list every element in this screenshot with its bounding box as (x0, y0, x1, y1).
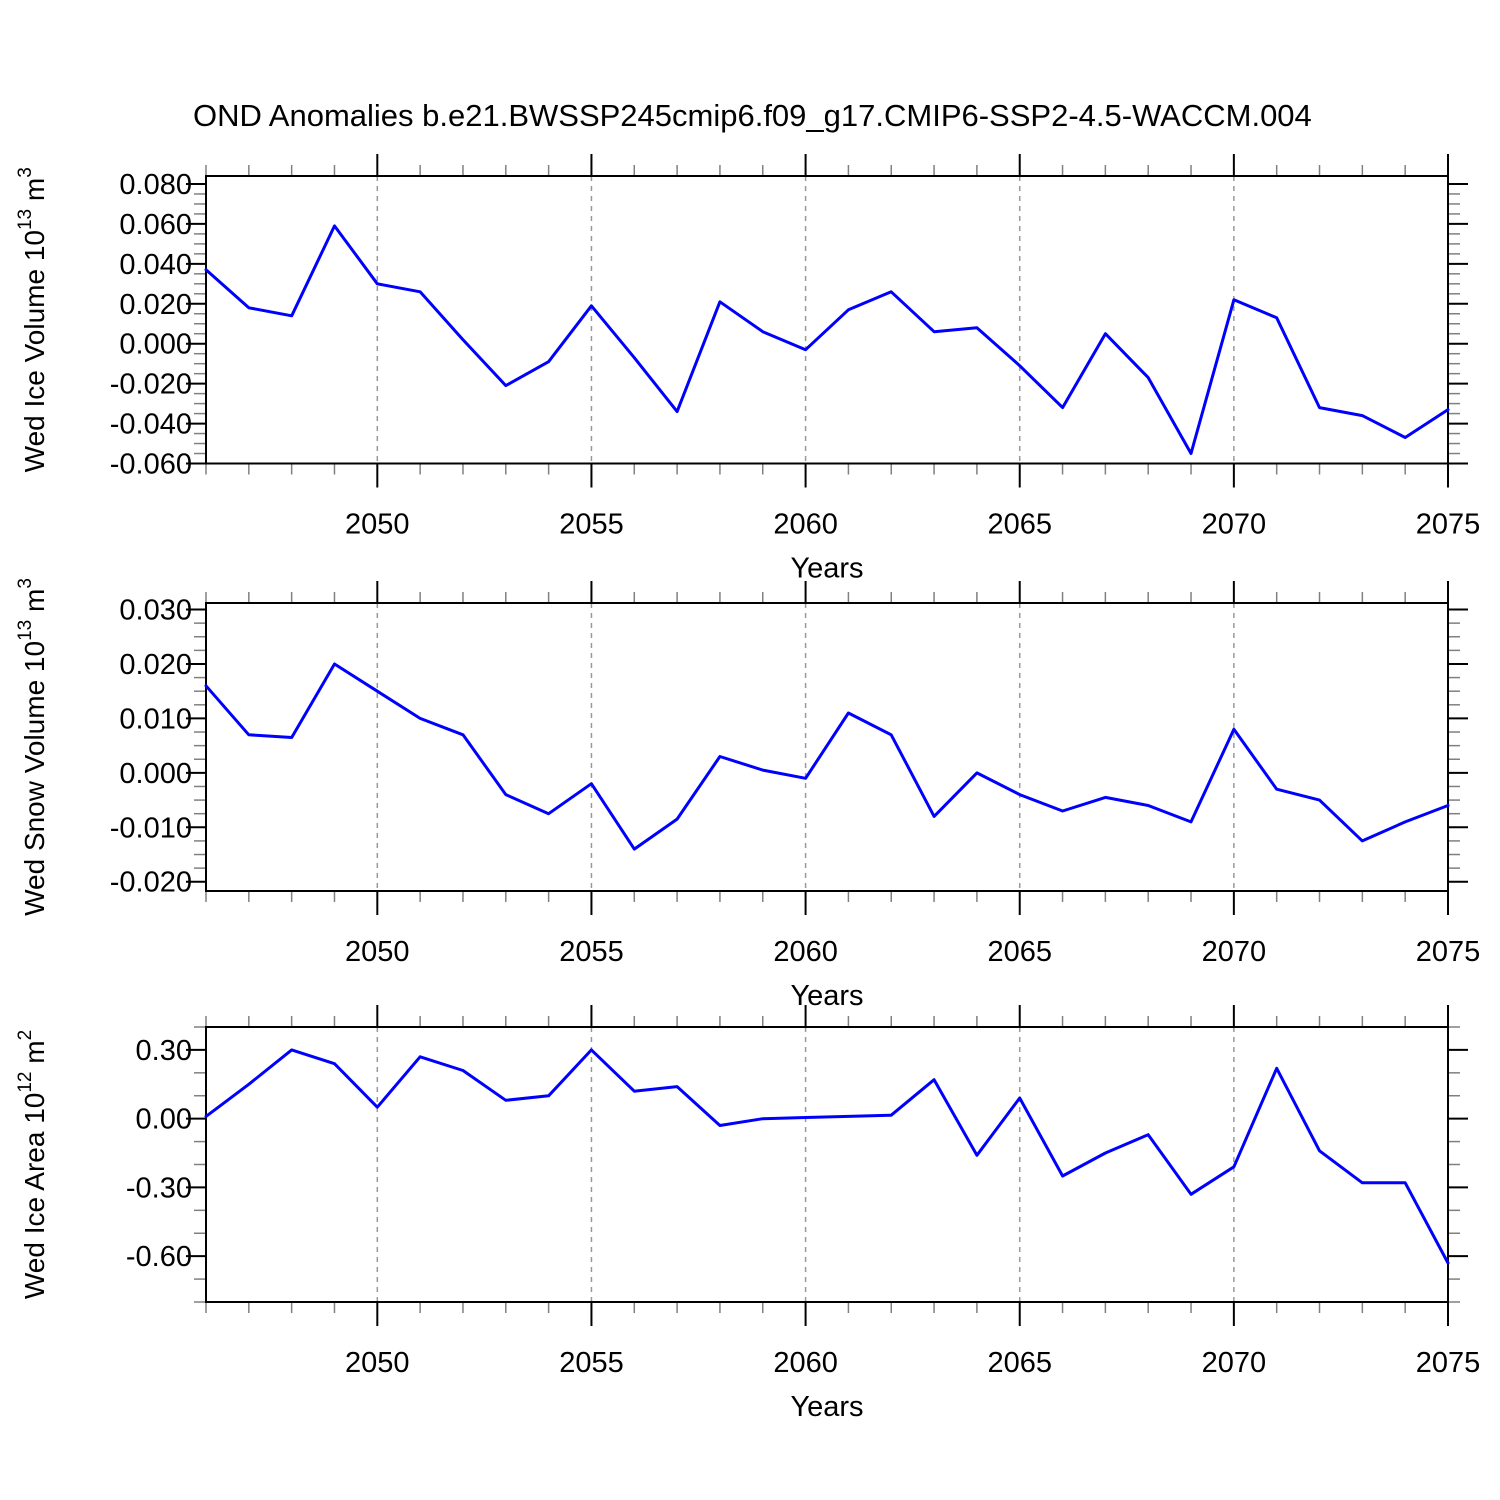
x-tick-label: 2070 (1202, 936, 1267, 968)
y-tick-label: 0.080 (119, 169, 192, 201)
y-tick-label: 0.060 (119, 209, 192, 241)
y-axis-title-text: m (19, 589, 50, 620)
x-axis-title: Years (790, 980, 863, 1012)
y-tick-label: -0.020 (110, 369, 192, 401)
x-tick-label: 2065 (987, 936, 1052, 968)
y-tick-label: 0.00 (136, 1104, 192, 1136)
y-axis-title-superscript: 13 (15, 209, 36, 230)
y-tick-label: 0.010 (119, 703, 192, 735)
x-tick-label: 2055 (559, 509, 624, 541)
x-tick-label: 2075 (1416, 936, 1481, 968)
y-tick-label: 0.000 (119, 329, 192, 361)
y-tick-label: -0.020 (110, 867, 192, 899)
panel-wed-ice-volume: 0.080 0.060 0.040 0.020 0.000 -0.020 -0.040 -0.… (15, 154, 1480, 585)
y-tick-label: 0.040 (119, 249, 192, 281)
panel-wed-snow-volume: 0.030 0.020 0.010 0.000 -0.010 -0.020 2050 2055… (15, 578, 1480, 1012)
panel-border (205, 175, 1449, 465)
y-tick-label: 0.000 (119, 758, 192, 790)
y-axis-title-superscript: 3 (15, 167, 36, 178)
y-axis-title-superscript: 3 (15, 578, 36, 589)
y-tick-label: -0.60 (126, 1241, 192, 1273)
y-axis-title-text: Wed Ice Volume 10 (19, 230, 50, 472)
y-axis-title-superscript: 13 (15, 620, 36, 641)
panel-border (205, 602, 1449, 892)
y-tick-label: 0.30 (136, 1035, 192, 1067)
y-tick-label: -0.30 (126, 1172, 192, 1204)
x-tick-label: 2070 (1202, 1347, 1267, 1379)
y-tick-label: 0.020 (119, 289, 192, 321)
x-tick-label: 2055 (559, 936, 624, 968)
y-axis-title-text: m (19, 1040, 50, 1071)
x-tick-label: 2065 (987, 1347, 1052, 1379)
x-tick-label: 2075 (1416, 509, 1481, 541)
y-tick-label: -0.010 (110, 812, 192, 844)
data-line (204, 224, 1450, 455)
x-axis-title: Years (790, 1391, 863, 1423)
data-line (204, 1048, 1450, 1265)
y-tick-label: 0.020 (119, 649, 192, 681)
x-tick-label: 2060 (773, 936, 838, 968)
panel-wed-ice-area: 0.30 0.00 -0.30 -0.60 2050 2055 2060 2065 2070 20… (15, 1005, 1480, 1423)
panels-group: 0.080 0.060 0.040 0.020 0.000 -0.020 -0.040 -0.… (15, 154, 1480, 1423)
y-axis-title-superscript: 12 (15, 1072, 36, 1093)
x-tick-label: 2050 (345, 936, 410, 968)
y-axis-title: Wed Ice Area 1012 m2 (15, 1030, 50, 1299)
y-tick-label: -0.060 (110, 449, 192, 481)
y-axis-title: Wed Ice Volume 1013 m3 (15, 167, 50, 472)
y-axis-title-superscript: 2 (15, 1030, 36, 1041)
panel-border (205, 1026, 1449, 1303)
x-tick-label: 2050 (345, 1347, 410, 1379)
chart-title: OND Anomalies b.e21.BWSSP245cmip6.f09_g1… (193, 98, 1312, 133)
y-axis-title-text: Wed Ice Area 10 (19, 1093, 50, 1300)
x-axis-title: Years (790, 553, 863, 585)
y-axis-title: Wed Snow Volume 1013 m3 (15, 578, 50, 916)
x-tick-label: 2050 (345, 509, 410, 541)
x-tick-label: 2060 (773, 509, 838, 541)
x-tick-label: 2070 (1202, 509, 1267, 541)
x-tick-label: 2075 (1416, 1347, 1481, 1379)
x-tick-label: 2055 (559, 1347, 624, 1379)
x-tick-label: 2065 (987, 509, 1052, 541)
y-tick-label: -0.040 (110, 409, 192, 441)
data-line (204, 662, 1450, 851)
x-tick-label: 2060 (773, 1347, 838, 1379)
y-tick-label: 0.030 (119, 595, 192, 627)
y-axis-title-text: Wed Snow Volume 10 (19, 641, 50, 916)
y-axis-title-text: m (19, 178, 50, 209)
